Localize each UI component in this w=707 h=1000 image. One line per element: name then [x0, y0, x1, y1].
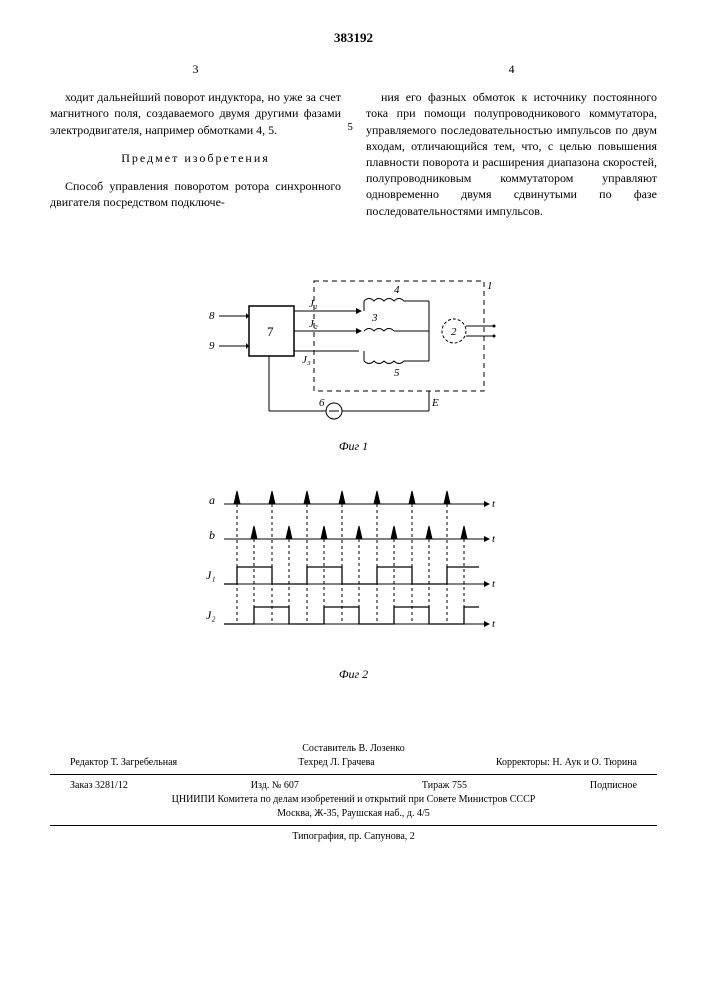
- svg-text:a: a: [209, 493, 215, 507]
- fig1-caption: Фиг 1: [50, 439, 657, 454]
- footer-corrector: Корректоры: Н. Аук и О. Тюрина: [496, 756, 637, 770]
- left-column: 3 ходит дальнейший поворот индуктора, но…: [50, 61, 341, 231]
- text-columns: 3 ходит дальнейший поворот индуктора, но…: [50, 61, 657, 231]
- footer-tech: Техред Л. Грачева: [298, 756, 374, 770]
- footer-order: Заказ 3281/12: [70, 779, 128, 793]
- svg-text:J₃: J₃: [302, 354, 311, 366]
- para-left-2: Способ управления поворотом ротора синхр…: [50, 178, 341, 210]
- margin-line-num: 5: [347, 121, 353, 133]
- svg-text:E: E: [431, 397, 439, 409]
- footer-tirazh: Тираж 755: [422, 779, 467, 793]
- figure-2-svg: a t b t: [194, 479, 514, 659]
- para-left-1: ходит дальнейший поворот индуктора, но у…: [50, 89, 341, 138]
- footer-editor: Редактор Т. Загребельная: [70, 756, 177, 770]
- svg-text:2: 2: [451, 326, 457, 338]
- svg-text:1: 1: [487, 280, 493, 292]
- footer-compiler: Составитель В. Лозенко: [50, 742, 657, 756]
- footer-org: ЦНИИПИ Комитета по делам изобретений и о…: [50, 793, 657, 807]
- page-num-right: 4: [366, 61, 657, 77]
- svg-text:J₁: J₁: [206, 568, 216, 582]
- svg-text:t: t: [492, 618, 496, 630]
- svg-text:5: 5: [394, 367, 400, 379]
- section-title: Предмет изобретения: [50, 150, 341, 166]
- figure-1: 1 7 8 9 J₁ J₂ J₃ 4 3 5 2: [50, 261, 657, 682]
- svg-text:9: 9: [209, 340, 215, 352]
- patent-number: 383192: [50, 30, 657, 46]
- svg-text:t: t: [492, 578, 496, 590]
- footer-sub: Подписное: [590, 779, 637, 793]
- svg-text:8: 8: [209, 310, 215, 322]
- svg-text:7: 7: [267, 324, 274, 339]
- right-column: 4 ния его фазных обмоток к источнику пос…: [366, 61, 657, 231]
- page-num-left: 3: [50, 61, 341, 77]
- svg-text:3: 3: [371, 312, 378, 324]
- fig2-caption: Фиг 2: [50, 667, 657, 682]
- svg-text:t: t: [492, 498, 496, 510]
- footer-address: Москва, Ж-35, Раушская наб., д. 4/5: [50, 807, 657, 821]
- svg-text:6: 6: [319, 397, 325, 409]
- svg-text:J₂: J₂: [309, 318, 318, 330]
- svg-text:J₁: J₁: [309, 298, 318, 310]
- svg-text:b: b: [209, 528, 215, 542]
- footer-printer: Типография, пр. Сапунова, 2: [50, 830, 657, 844]
- footer: Составитель В. Лозенко Редактор Т. Загре…: [50, 742, 657, 844]
- svg-text:4: 4: [394, 284, 400, 296]
- footer-izd: Изд. № 607: [251, 779, 299, 793]
- para-right-1: ния его фазных обмоток к источнику посто…: [366, 89, 657, 219]
- svg-text:t: t: [492, 533, 496, 545]
- svg-text:J₂: J₂: [206, 608, 216, 622]
